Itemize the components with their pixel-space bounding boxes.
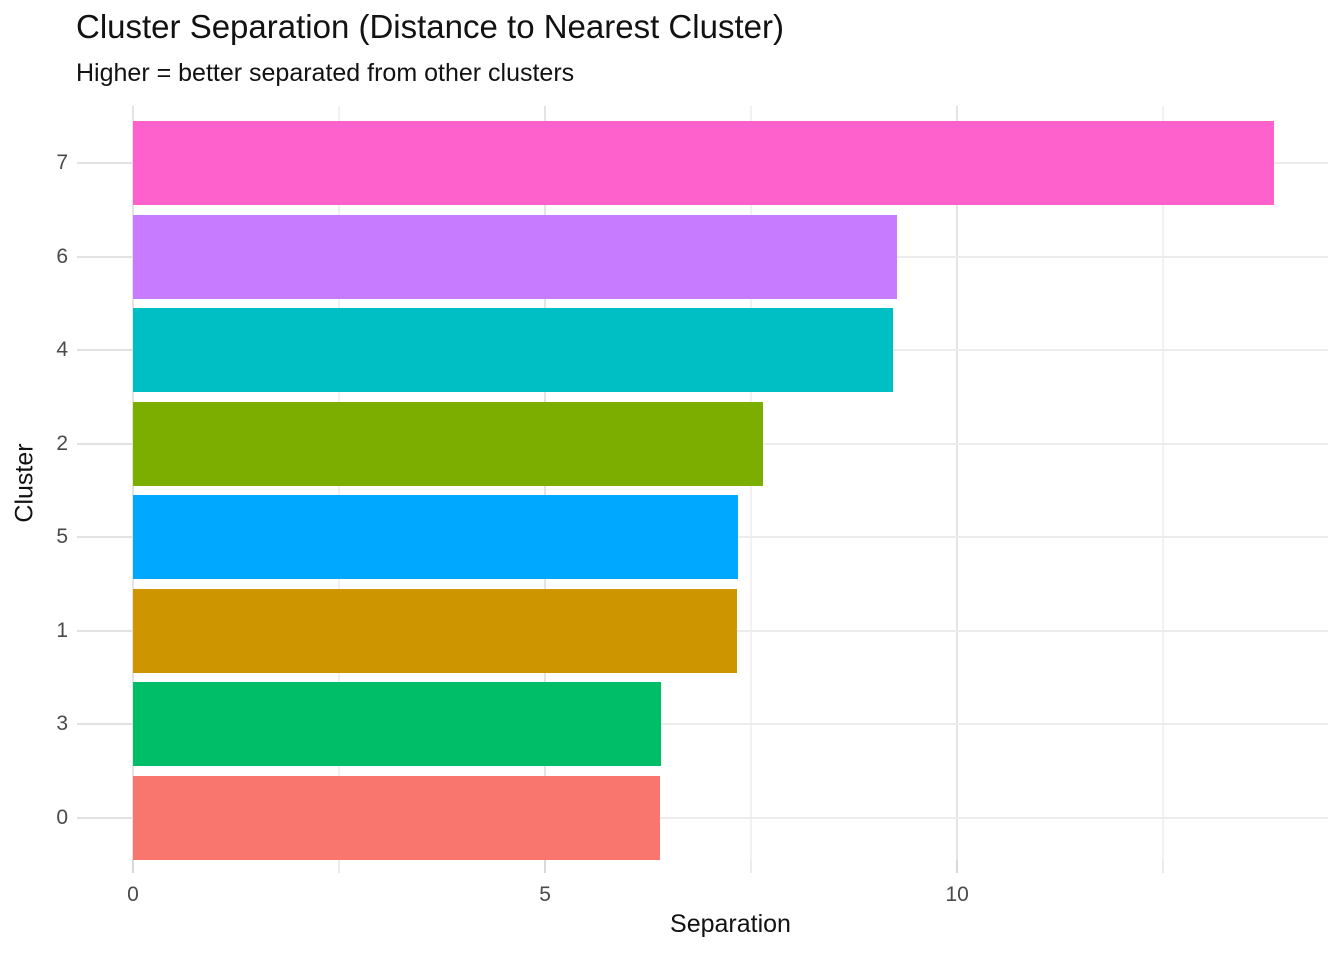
bar-cluster-3 bbox=[133, 682, 662, 767]
y-tick-mark bbox=[77, 162, 133, 165]
x-axis-title: Separation bbox=[670, 910, 791, 938]
y-tick-label-1: 1 bbox=[56, 618, 68, 642]
x-major-tick-mark bbox=[132, 860, 134, 873]
x-minor-tick-mark bbox=[750, 860, 753, 873]
y-tick-mark bbox=[77, 536, 133, 539]
y-tick-mark bbox=[77, 255, 133, 258]
y-tick-mark bbox=[77, 349, 133, 352]
bar-cluster-1 bbox=[133, 588, 738, 673]
y-tick-mark bbox=[77, 442, 133, 445]
x-tick-label-10: 10 bbox=[945, 883, 969, 906]
x-tick-label-0: 0 bbox=[127, 883, 139, 906]
bar-cluster-2 bbox=[133, 401, 764, 486]
x-tick-label-5: 5 bbox=[539, 883, 551, 906]
bar-cluster-7 bbox=[133, 121, 1275, 206]
y-tick-label-0: 0 bbox=[56, 805, 68, 829]
y-gridline bbox=[133, 723, 1328, 726]
y-tick-mark bbox=[77, 816, 133, 819]
x-major-tick-mark bbox=[544, 860, 547, 873]
bar-cluster-4 bbox=[133, 308, 893, 393]
y-tick-label-2: 2 bbox=[56, 431, 68, 455]
y-gridline bbox=[133, 816, 1328, 819]
y-tick-label-6: 6 bbox=[56, 244, 68, 268]
chart-subtitle: Higher = better separated from other clu… bbox=[76, 59, 575, 87]
y-tick-label-7: 7 bbox=[56, 151, 68, 175]
x-minor-tick-mark bbox=[338, 860, 341, 873]
bar-cluster-5 bbox=[133, 495, 738, 580]
y-tick-mark bbox=[77, 629, 133, 632]
x-major-gridline bbox=[956, 106, 959, 860]
plot-panel bbox=[132, 106, 1328, 860]
y-tick-mark bbox=[77, 723, 133, 726]
x-major-tick-mark bbox=[956, 860, 959, 873]
y-tick-label-3: 3 bbox=[56, 712, 68, 736]
y-tick-label-4: 4 bbox=[56, 338, 68, 362]
x-minor-tick-mark bbox=[1162, 860, 1165, 873]
bar-cluster-0 bbox=[133, 775, 661, 860]
chart-title: Cluster Separation (Distance to Nearest … bbox=[76, 8, 784, 45]
y-tick-label-5: 5 bbox=[56, 525, 68, 549]
bar-cluster-6 bbox=[133, 214, 897, 299]
x-minor-gridline bbox=[1162, 106, 1165, 860]
